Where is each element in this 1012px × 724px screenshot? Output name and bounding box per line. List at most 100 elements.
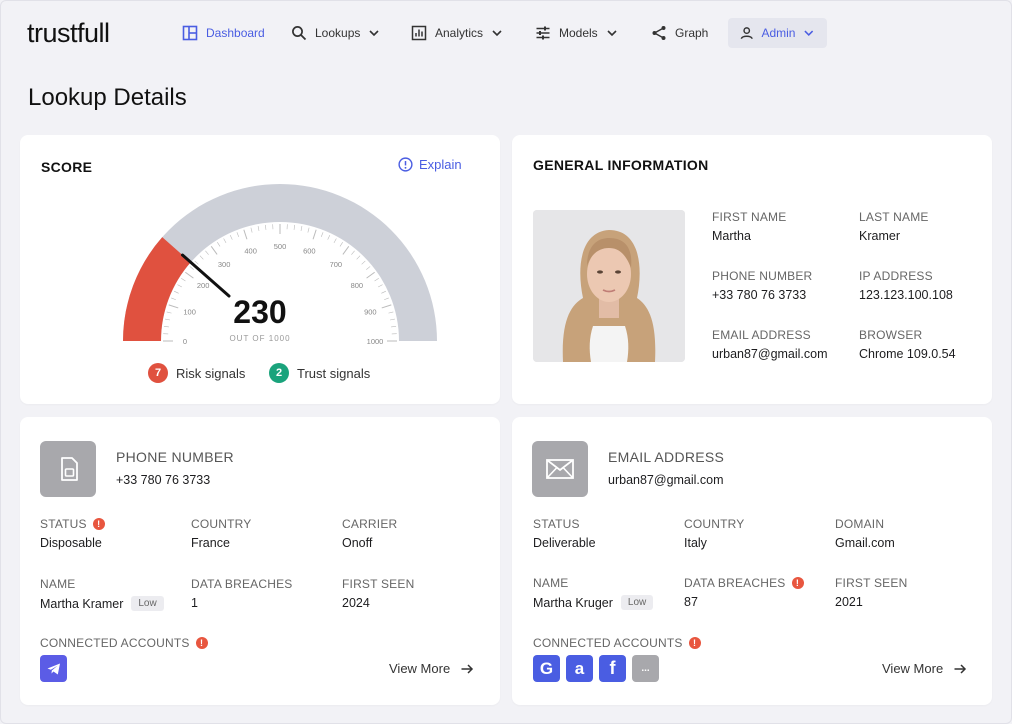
phone-tile [40,441,96,497]
gauge-tick [163,326,169,328]
last-name-field: LAST NAME Kramer [859,210,929,243]
user-icon [740,27,753,40]
phone-card: PHONE NUMBER +33 780 76 3733 STATUS! Dis… [20,417,500,705]
trust-signals[interactable]: 2 Trust signals [269,363,370,383]
gauge-tick-label: 100 [183,308,196,317]
alert-icon[interactable]: ! [688,637,701,649]
last-name-value: Kramer [859,229,900,243]
gauge-tick [312,229,317,240]
email-status-field: STATUS Deliverable [533,517,596,550]
gauge-tick [356,255,361,260]
nav-lookups-label: Lookups [315,26,361,40]
gauge-tick-label: 200 [197,281,210,290]
gauge-tick [339,242,343,247]
info-icon [398,157,413,172]
score-out-of: OUT OF 1000 [229,334,290,343]
nav-analytics[interactable]: Analytics [403,18,511,48]
nav-admin[interactable]: Admin [728,18,827,48]
nav-models-label: Models [559,26,598,40]
email-view-more-link[interactable]: View More [882,661,967,676]
gauge-tick [189,266,194,270]
nav-models[interactable]: Models [527,18,626,48]
gauge-tick [165,318,171,321]
email-name-text: Martha Kruger [533,595,613,610]
gauge-tick-label: 600 [303,247,316,256]
phone-breaches-field: DATA BREACHES 1 [191,577,293,610]
gauge-needle [180,253,231,298]
risk-signals[interactable]: 7 Risk signals [148,363,245,383]
email-country-value: Italy [684,536,707,550]
explain-link[interactable]: Explain [398,157,462,172]
profile-photo [533,210,685,362]
browser-field: BROWSER Chrome 109.0.54 [859,328,956,361]
nav-graph[interactable]: Graph [643,18,716,48]
phone-breaches-value: 1 [191,596,198,610]
score-card: SCORE Explain 0 100 200 300 400 500 600 700 800 9… [20,135,500,404]
alert-icon[interactable]: ! [92,518,105,530]
email-address-field: EMAIL ADDRESS urban87@gmail.com [712,328,828,361]
risk-level-badge: Low [131,596,164,611]
phone-number-value: +33 780 76 3733 [712,288,807,302]
risk-count-badge: 7 [148,363,168,383]
gauge-tick-label: 0 [183,337,187,346]
gauge-tick [210,246,218,255]
phone-view-more-label: View More [389,661,451,676]
google-icon[interactable]: G [533,655,560,682]
bar-chart-icon [411,25,427,41]
last-name-label: LAST NAME [859,210,929,224]
amazon-icon[interactable]: a [566,655,593,682]
gauge-tick-label: 800 [351,281,364,290]
phone-first-seen-label: FIRST SEEN [342,577,415,591]
nav-lookups[interactable]: Lookups [283,18,388,48]
phone-first-seen-field: FIRST SEEN 2024 [342,577,414,610]
facebook-icon[interactable]: f [599,655,626,682]
email-tile [532,441,588,497]
email-country-label: COUNTRY [684,517,745,531]
phone-header-label: PHONE NUMBER [116,449,234,465]
email-first-seen-field: FIRST SEEN 2021 [835,576,907,609]
gauge-tick [168,304,179,309]
phone-status-field: STATUS! Disposable [40,517,105,550]
brand-logo[interactable]: trustfull [27,18,110,48]
gauge-tick [378,284,383,288]
gauge-risk-fill [123,237,191,341]
email-name-label: NAME [533,576,569,590]
phone-carrier-field: CARRIER Onoff [342,517,397,550]
page-title: Lookup Details [28,84,187,111]
gauge-tick-label: 400 [244,247,257,256]
phone-name-label: NAME [40,577,76,591]
alert-icon[interactable]: ! [195,637,208,649]
phone-view-more-link[interactable]: View More [389,661,474,676]
gauge-tick [177,284,182,288]
gauge-tick [374,278,379,282]
sliders-icon [536,26,550,40]
gauge-tick [223,238,227,243]
email-header-value: urban87@gmail.com [608,473,724,487]
email-first-seen-value: 2021 [835,595,863,609]
chevron-down-icon [492,30,502,37]
phone-name-field: NAME Martha Kramer Low [40,577,164,611]
trust-signals-label: Trust signals [297,365,371,381]
first-name-label: FIRST NAME [712,210,787,224]
score-value: 230 [233,294,286,330]
alert-icon[interactable]: ! [791,577,804,589]
gauge-tick [361,260,366,265]
nav-dashboard[interactable]: Dashboard [174,18,273,48]
email-status-value: Deliverable [533,536,596,550]
email-first-seen-label: FIRST SEEN [835,576,908,590]
gauge-tick-label: 900 [364,308,377,317]
more-accounts-icon[interactable]: ... [632,655,659,682]
telegram-icon[interactable] [40,655,67,682]
gauge-tick [229,235,233,240]
phone-status-label: STATUS! [40,517,105,531]
general-info-card: GENERAL INFORMATION FIRST NAME Martha LA… [512,135,992,404]
ip-address-field: IP ADDRESS 123.123.100.108 [859,269,953,302]
general-info-title: GENERAL INFORMATION [533,157,709,173]
gauge-tick [333,238,337,243]
search-icon [292,26,307,41]
gauge-tick [388,311,394,314]
ip-address-label: IP ADDRESS [859,269,933,283]
gauge-tick [307,227,310,233]
gauge-tick [293,224,295,230]
email-country-field: COUNTRY Italy [684,517,745,550]
